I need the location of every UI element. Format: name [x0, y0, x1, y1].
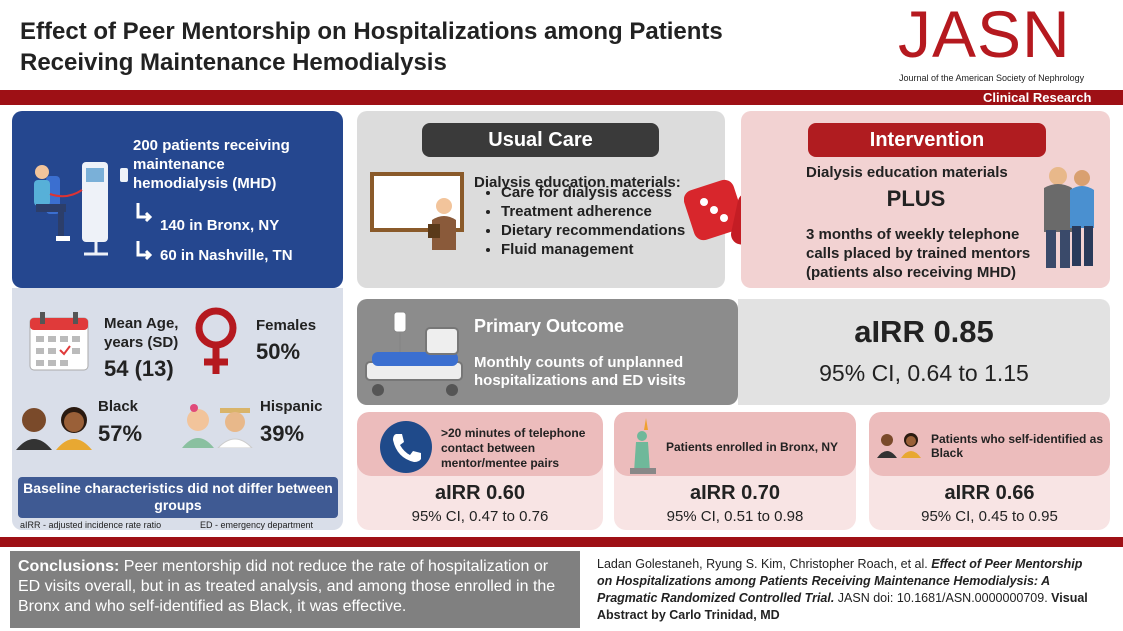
- header-band: [0, 90, 1123, 105]
- abbreviation: aIRR - adjusted incidence rate ratio: [20, 520, 162, 530]
- hispanic-people-icon: [182, 404, 253, 448]
- intervention-title: Intervention: [808, 123, 1046, 157]
- subgroup-card: Patients enrolled in Bronx, NY aIRR 0.70…: [614, 412, 856, 530]
- mentors-icon: [1044, 167, 1094, 268]
- site-arrows: [136, 203, 153, 261]
- intervention-detail: 3 months of weekly telephone calls place…: [806, 226, 1031, 281]
- subgroup-card: Patients who self-identified as Black aI…: [869, 412, 1110, 530]
- baseline-note: Baseline characteristics did not differ …: [18, 477, 338, 518]
- females-label: Females: [256, 317, 317, 334]
- subgroup-airr: aIRR 0.66: [944, 482, 1035, 504]
- black-people-icon: [16, 407, 92, 450]
- population-description: 200 patients receiving maintenance hemod…: [133, 137, 290, 192]
- outcome-title: Primary Outcome: [474, 316, 625, 336]
- black-people-icon: [877, 433, 921, 458]
- population-panel: [12, 111, 343, 288]
- citation: Ladan Golestaneh, Ryung S. Kim, Christop…: [597, 556, 1097, 624]
- usual-care-item: Dietary recommendations: [501, 221, 685, 240]
- usual-care-title: Usual Care: [422, 123, 659, 157]
- liberty-icon: [630, 418, 656, 474]
- usual-care-list: Care for dialysis access Treatment adher…: [484, 183, 685, 259]
- conclusions-label: Conclusions:: [18, 558, 120, 575]
- citation-title: Effect of Peer Mentorship on Hospitaliza…: [597, 557, 1083, 605]
- intervention-plus: PLUS: [886, 186, 946, 211]
- outcome-description: Monthly counts of unplanned hospitalizat…: [474, 354, 686, 389]
- site: 140 in Bronx, NY: [160, 217, 280, 234]
- abbreviation: ED - emergency department: [200, 520, 314, 530]
- section-label: Clinical Research: [983, 90, 1092, 105]
- subgroup-label: >20 minutes of telephone contact between…: [441, 426, 586, 470]
- hospital-bed-icon: [365, 311, 463, 396]
- citation-authors: Ladan Golestaneh, Ryung S. Kim, Christop…: [597, 557, 928, 571]
- female-icon: [195, 307, 237, 374]
- subgroup-header: [614, 412, 856, 476]
- citation-journal: JASN doi: 10.1681/ASN.0000000709.: [837, 591, 1048, 605]
- subgroup-ci: 95% CI, 0.45 to 0.95: [921, 508, 1058, 525]
- usual-care-item: Treatment adherence: [501, 202, 685, 221]
- subgroup-airr: aIRR 0.60: [434, 482, 526, 504]
- age-value: 54 (13): [104, 356, 174, 381]
- outcome-result-panel: [738, 299, 1110, 405]
- site: 60 in Nashville, TN: [160, 247, 293, 264]
- teacher-icon: [370, 172, 464, 250]
- subgroup-card: >20 minutes of telephone contact between…: [357, 412, 603, 530]
- usual-care-item: Fluid management: [501, 240, 685, 259]
- intervention-lead: Dialysis education materials: [806, 164, 1008, 181]
- black-value: 57%: [98, 421, 143, 446]
- subgroup-label: Patients enrolled in Bronx, NY: [666, 440, 839, 454]
- outcome-airr: aIRR 0.85: [854, 314, 994, 349]
- subgroup-ci: 95% CI, 0.47 to 0.76: [411, 508, 549, 525]
- journal-name: Journal of the American Society of Nephr…: [899, 73, 1085, 83]
- hispanic-value: 39%: [260, 421, 305, 446]
- phone-icon: [380, 421, 432, 473]
- females-value: 50%: [256, 339, 301, 364]
- calendar-icon: [29, 312, 89, 371]
- subgroup-label: Patients who self-identified as Black: [931, 432, 1104, 460]
- age-label: Mean Age, years (SD): [104, 315, 179, 351]
- conclusions-text: Peer mentorship did not reduce the rate …: [18, 558, 556, 615]
- conclusions-box: Conclusions: Peer mentorship did not red…: [10, 551, 580, 628]
- usual-care-lead: Dialysis education materials:: [474, 174, 681, 191]
- citation-credit: Visual Abstract by Carlo Trinidad, MD: [597, 591, 1088, 622]
- hispanic-label: Hispanic: [260, 398, 323, 415]
- black-label: Black: [98, 398, 139, 415]
- journal-logo: JASN: [898, 0, 1071, 71]
- footer-band: [0, 537, 1123, 547]
- dialysis-icon: [34, 162, 128, 256]
- subgroup-airr: aIRR 0.70: [689, 482, 781, 504]
- title: Effect of Peer Mentorship on Hospitaliza…: [20, 18, 723, 76]
- usual-care-item: Care for dialysis access: [501, 183, 685, 202]
- subgroup-ci: 95% CI, 0.51 to 0.98: [666, 508, 804, 525]
- outcome-ci: 95% CI, 0.64 to 1.15: [819, 360, 1029, 386]
